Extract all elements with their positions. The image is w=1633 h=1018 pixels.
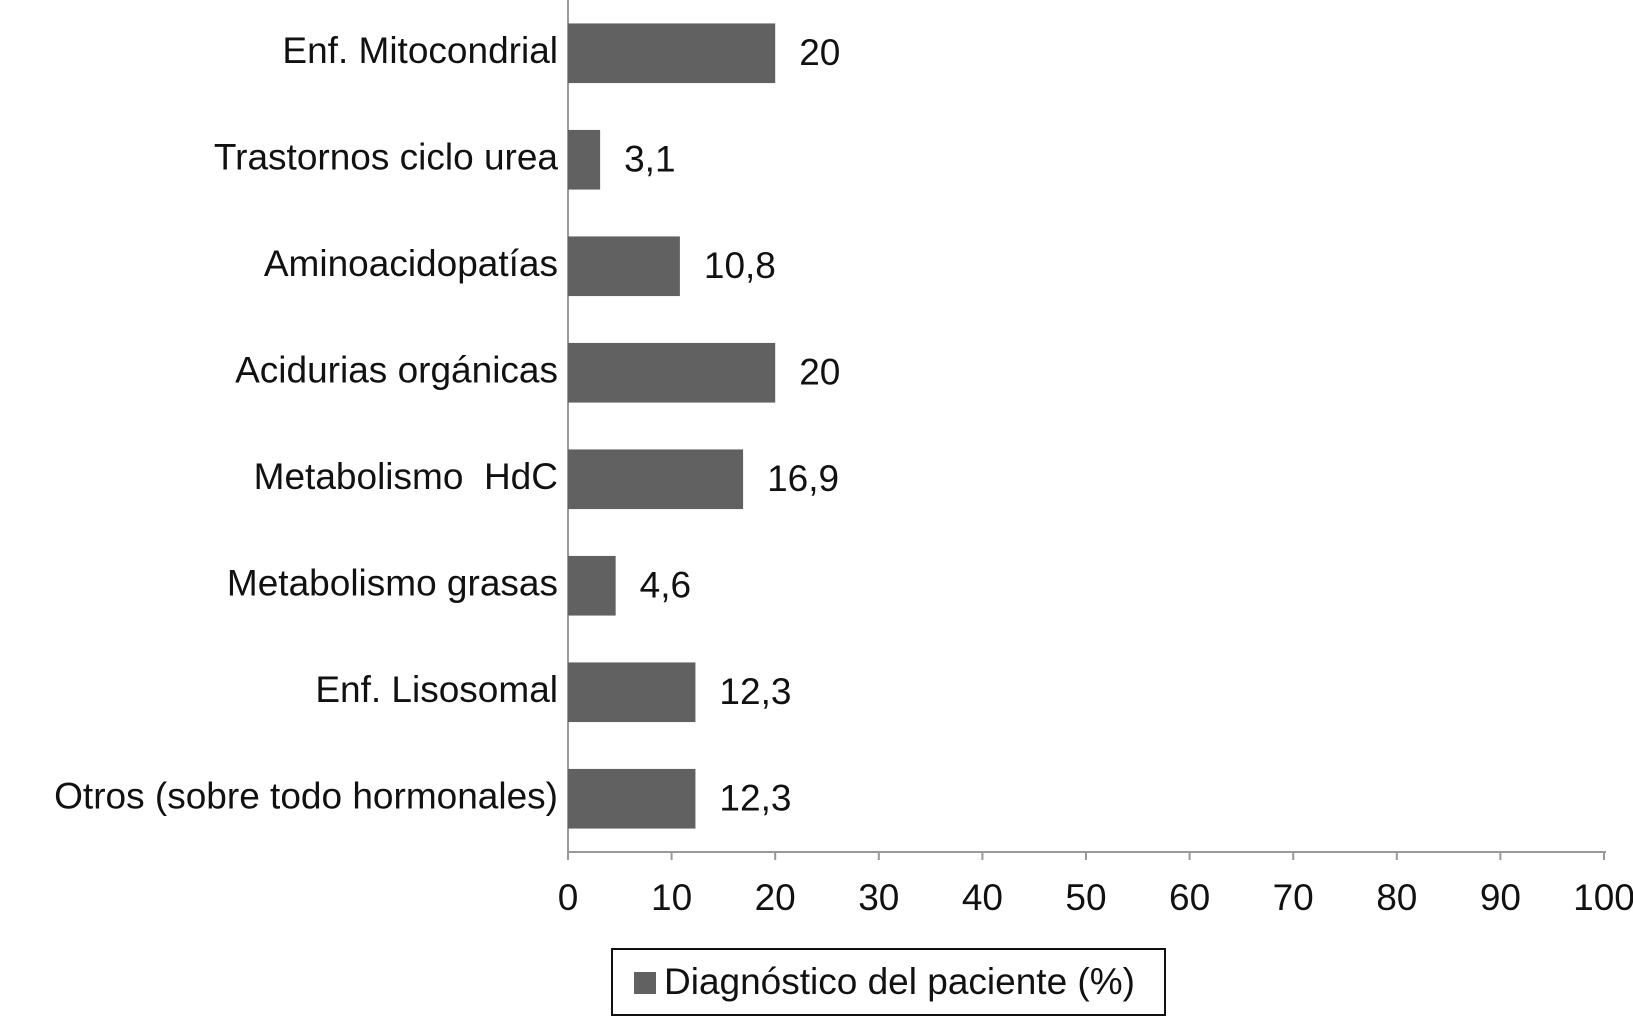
bar: [568, 236, 680, 297]
x-tick-label: 50: [1065, 877, 1106, 918]
x-tick-label: 0: [558, 877, 579, 918]
bar: [568, 449, 744, 510]
legend-label: Diagnóstico del paciente (%): [664, 961, 1135, 1002]
data-label: 3,1: [624, 139, 675, 180]
x-tick-label: 60: [1169, 877, 1210, 918]
x-tick-label: 100: [1573, 877, 1633, 918]
x-tick-label: 40: [962, 877, 1003, 918]
bar: [568, 555, 616, 616]
data-label: 12,3: [719, 778, 791, 819]
bar: [568, 768, 696, 829]
data-label: 16,9: [767, 458, 839, 499]
x-tick-label: 90: [1480, 877, 1521, 918]
x-tick-label: 70: [1273, 877, 1314, 918]
y-tick-label: Metabolismo HdC: [254, 456, 558, 497]
x-tick-label: 20: [755, 877, 796, 918]
bar: [568, 129, 601, 190]
data-label: 20: [799, 32, 840, 73]
bar: [568, 342, 776, 403]
y-tick-label: Acidurias orgánicas: [235, 350, 558, 391]
x-tick-label: 80: [1376, 877, 1417, 918]
x-tick-label: 10: [651, 877, 692, 918]
data-label: 20: [799, 352, 840, 393]
bar: [568, 23, 776, 84]
data-label: 12,3: [719, 671, 791, 712]
legend-box: [611, 948, 1166, 1016]
bar: [568, 662, 696, 723]
data-label: 10,8: [704, 245, 776, 286]
y-tick-label: Otros (sobre todo hormonales): [54, 776, 558, 817]
y-tick-label: Enf. Mitocondrial: [282, 30, 558, 71]
y-tick-label: Trastornos ciclo urea: [214, 137, 559, 178]
data-label: 4,6: [640, 565, 691, 606]
legend-swatch: [634, 972, 656, 994]
y-tick-label: Enf. Lisosomal: [315, 669, 558, 710]
y-tick-label: Metabolismo grasas: [227, 563, 558, 604]
y-tick-label: Aminoacidopatías: [264, 243, 558, 284]
x-tick-label: 30: [858, 877, 899, 918]
